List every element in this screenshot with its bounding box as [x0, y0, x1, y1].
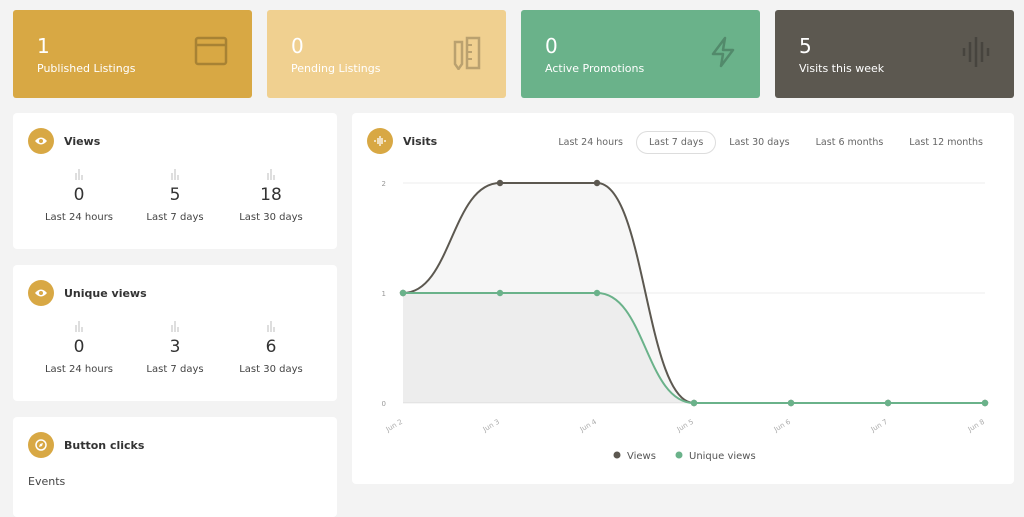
metric: 6 Last 30 days [223, 321, 319, 375]
metric-label: Last 24 hours [44, 364, 114, 375]
views-title: Views [64, 134, 101, 148]
metric-label: Last 24 hours [44, 212, 114, 223]
bar-chart-icon [31, 169, 127, 183]
button-clicks-title: Button clicks [64, 438, 145, 452]
metric-label: Last 30 days [239, 212, 303, 223]
sound-wave-icon [367, 128, 393, 154]
stat-value: 0 [545, 34, 558, 58]
metric-value: 6 [265, 337, 277, 357]
bar-chart-icon [223, 169, 319, 183]
metric-label: Last 7 days [146, 364, 204, 375]
tab-range[interactable]: Last 7 days [636, 131, 717, 154]
metric-label: Last 7 days [146, 212, 204, 223]
stat-label: Pending Listings [291, 62, 381, 75]
views-panel: Views 0 Last 24 hours 5 Last 7 days 18 Last 3… [13, 113, 337, 249]
unique-views-panel: Unique views 0 Last 24 hours 3 Last 7 days 6… [13, 265, 337, 401]
stat-card[interactable]: 1 Published Listings [13, 10, 252, 98]
metric-value: 3 [169, 337, 181, 357]
bar-chart-icon [127, 321, 223, 335]
bar-chart-icon [223, 321, 319, 335]
eye-icon [28, 128, 54, 154]
metric-value: 0 [73, 337, 85, 357]
stat-label: Published Listings [37, 62, 136, 75]
button-clicks-panel: Button clicks Events [13, 417, 337, 517]
compass-icon [28, 432, 54, 458]
stat-card[interactable]: 5 Visits this week [775, 10, 1014, 98]
tab-range[interactable]: Last 12 months [909, 137, 983, 148]
visits-panel: Visits Last 24 hours Last 7 days Last 30 d… [352, 113, 1014, 484]
tab-range[interactable]: Last 6 months [815, 137, 884, 148]
metric-value: 18 [260, 185, 282, 205]
bar-chart-icon [31, 321, 127, 335]
bar-chart-icon [127, 169, 223, 183]
metric: 18 Last 30 days [223, 169, 319, 223]
stat-value: 5 [799, 34, 812, 58]
stat-card[interactable]: 0 Pending Listings [267, 10, 506, 98]
visits-title: Visits [403, 134, 438, 148]
stat-card[interactable]: 0 Active Promotions [521, 10, 760, 98]
unique-views-title: Unique views [64, 286, 147, 300]
events-label: Events [28, 475, 66, 488]
metric-label: Last 30 days [239, 364, 303, 375]
stat-label: Visits this week [799, 62, 885, 75]
metric: 3 Last 7 days [127, 321, 223, 375]
stat-value: 0 [291, 34, 304, 58]
tab-range[interactable]: Last 30 days [729, 137, 790, 148]
metric-value: 0 [73, 185, 85, 205]
metric-value: 5 [169, 185, 181, 205]
tab-range[interactable]: Last 24 hours [558, 137, 623, 148]
metric: 5 Last 7 days [127, 169, 223, 223]
metric: 0 Last 24 hours [31, 169, 127, 223]
stat-value: 1 [37, 34, 50, 58]
stat-label: Active Promotions [545, 62, 645, 75]
metric: 0 Last 24 hours [31, 321, 127, 375]
eye-icon [28, 280, 54, 306]
